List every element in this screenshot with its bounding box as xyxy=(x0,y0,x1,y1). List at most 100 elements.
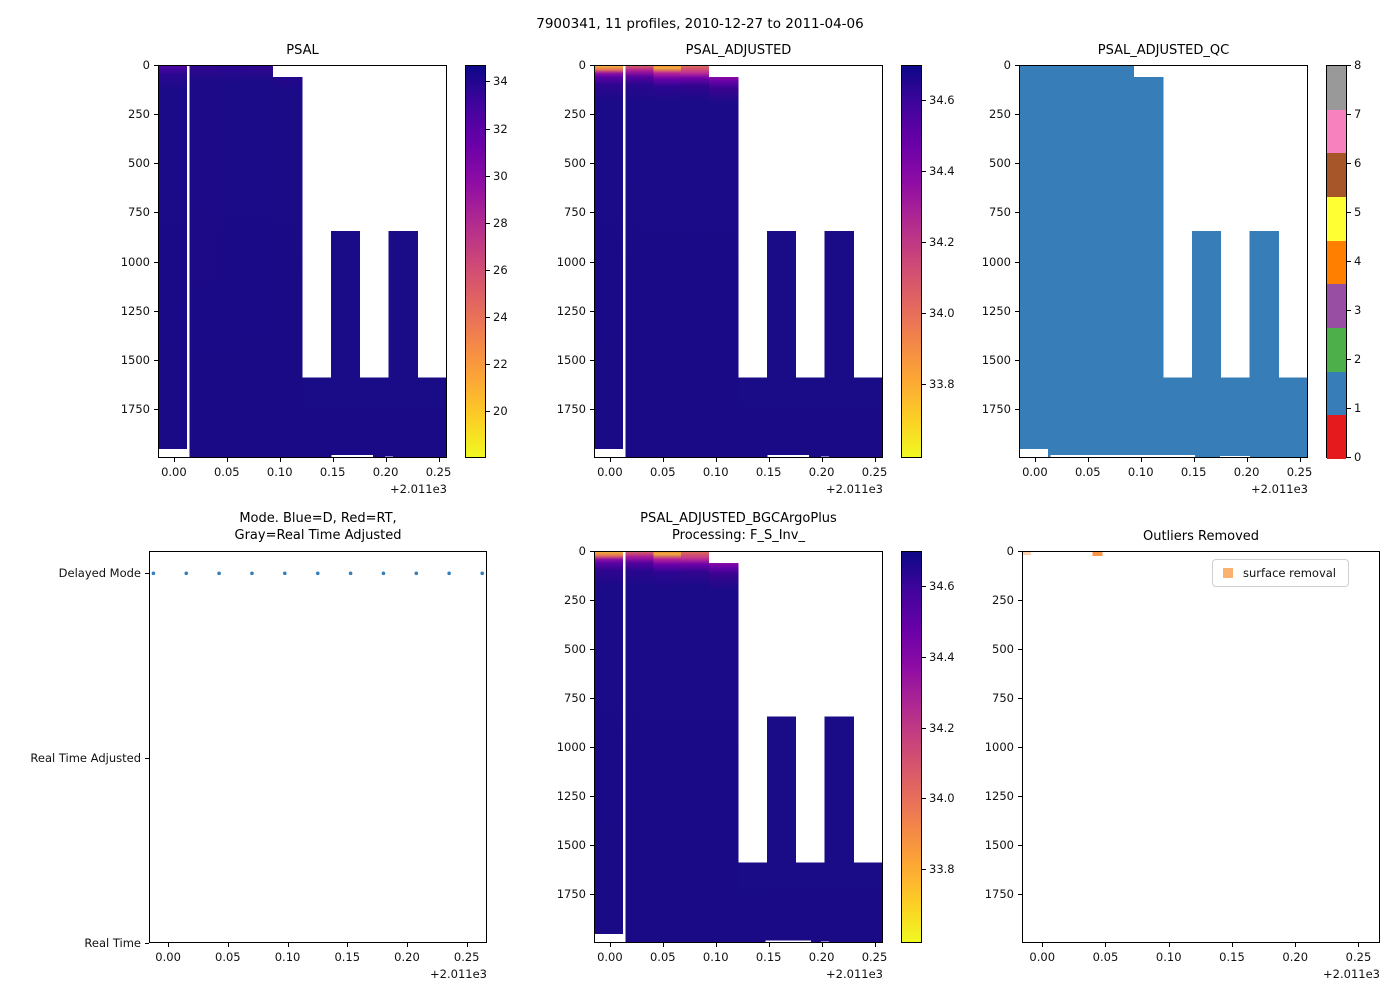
x-tick xyxy=(768,458,770,462)
y-tick xyxy=(1018,796,1022,797)
panel-mode-title: Mode. Blue=D, Red=RT, Gray=Real Time Adj… xyxy=(234,511,402,543)
colorbar-tick-label: 24 xyxy=(493,309,508,324)
x-tick xyxy=(385,458,387,462)
colorbar-tick xyxy=(1347,457,1351,458)
x-tick xyxy=(279,458,281,462)
x-tick xyxy=(438,458,440,462)
depth-tick-label: 500 xyxy=(564,642,586,656)
panel-psal-mesh-column xyxy=(330,231,361,378)
y-tick xyxy=(154,261,158,263)
y-tick xyxy=(154,163,158,165)
depth-tick-label: 500 xyxy=(992,642,1014,656)
colorbar-tick xyxy=(486,316,490,318)
x-tick-label: 0.05 xyxy=(649,465,676,479)
x-tick-label: 0.10 xyxy=(1155,950,1182,964)
depth-tick-label: 750 xyxy=(992,691,1014,705)
delayed-mode-point xyxy=(414,571,419,576)
colorbar-tick-label: 32 xyxy=(493,121,508,136)
colorbar-tick-label: 28 xyxy=(493,215,508,230)
x-tick xyxy=(609,458,611,462)
y-tick xyxy=(590,310,594,312)
depth-tick-label: 0 xyxy=(578,544,586,558)
x-tick-label: 0.15 xyxy=(1180,465,1207,479)
depth-tick-label: 250 xyxy=(564,107,586,122)
y-tick xyxy=(1018,600,1022,601)
qc-colorbar-segment xyxy=(1327,153,1346,198)
x-tick-label: 0.00 xyxy=(161,465,187,479)
depth-tick-label: 1500 xyxy=(981,352,1011,367)
delayed-mode-point xyxy=(151,571,156,576)
depth-tick-label: 250 xyxy=(992,593,1014,607)
panel-bgc-mesh-column xyxy=(738,862,883,943)
x-tick-label: 0.05 xyxy=(1092,950,1119,964)
x-axis-offset-label: +2.011e3 xyxy=(826,482,883,496)
qc-colorbar-segment xyxy=(1327,109,1346,154)
x-tick-label: 0.10 xyxy=(274,950,301,964)
qc-colorbar-segment xyxy=(1327,66,1346,111)
y-tick xyxy=(590,65,594,66)
y-tick xyxy=(154,408,158,410)
x-tick xyxy=(1246,458,1248,462)
x-tick xyxy=(821,943,823,947)
colorbar-tick xyxy=(1347,310,1351,311)
panel-bgc-plot-area xyxy=(594,551,883,943)
depth-tick-label: 250 xyxy=(128,107,150,122)
panel-psal-adjusted-title: PSAL_ADJUSTED xyxy=(685,42,792,58)
y-tick xyxy=(1015,261,1019,263)
colorbar-tick-label: 4 xyxy=(1354,254,1362,268)
depth-tick-label: 250 xyxy=(989,107,1011,122)
x-tick-label: 0.15 xyxy=(755,465,782,479)
depth-tick-label: 750 xyxy=(128,205,150,220)
x-tick xyxy=(1140,458,1142,462)
qc-colorbar-segment xyxy=(1327,197,1346,242)
y-tick xyxy=(145,757,149,759)
colorbar-tick-label: 20 xyxy=(493,403,508,418)
x-tick-label: 0.00 xyxy=(597,950,623,964)
colorbar-tick xyxy=(922,171,926,173)
colorbar-tick xyxy=(1347,261,1351,262)
colorbar-tick xyxy=(922,798,926,800)
legend-label: surface removal xyxy=(1243,566,1336,580)
depth-tick-label: 750 xyxy=(989,205,1011,220)
x-tick-label: 0.15 xyxy=(319,465,346,479)
colorbar-tick-label: 1 xyxy=(1354,401,1362,415)
depth-tick-label: 1500 xyxy=(556,352,586,367)
x-tick xyxy=(662,458,664,462)
y-tick xyxy=(590,796,594,797)
delayed-mode-point xyxy=(315,571,320,576)
y-tick xyxy=(590,408,594,410)
colorbar-tick-label: 22 xyxy=(493,356,508,371)
x-axis-offset-label: +2.011e3 xyxy=(390,482,447,496)
colorbar-tick xyxy=(922,656,926,658)
x-tick xyxy=(662,943,664,947)
delayed-mode-point xyxy=(348,571,353,576)
depth-tick-label: 1000 xyxy=(556,740,586,754)
panel-psal-mesh-column xyxy=(245,65,273,458)
x-tick-label: 0.05 xyxy=(213,465,240,479)
panel-psal-plot-area xyxy=(158,65,447,458)
depth-tick-label: 1250 xyxy=(981,303,1011,318)
panel-mode-axes xyxy=(149,551,487,943)
colorbar-tick-label: 34.4 xyxy=(929,649,955,664)
colorbar-tick-label: 34.2 xyxy=(929,235,955,250)
panel-psal-adjusted-axes xyxy=(594,65,883,458)
x-tick xyxy=(332,458,334,462)
x-tick xyxy=(1042,943,1044,947)
panel-psal-axes xyxy=(158,65,447,458)
x-tick xyxy=(715,458,717,462)
panel-psal-adjusted-qc-mesh-column xyxy=(1019,65,1048,450)
panel-psal-adjusted-qc-mesh-column xyxy=(1249,231,1279,378)
depth-tick-label: 500 xyxy=(989,156,1011,171)
colorbar-tick xyxy=(486,128,490,130)
colorbar-tick xyxy=(486,81,490,83)
y-tick xyxy=(1015,359,1019,361)
depth-tick-label: 1750 xyxy=(981,401,1011,416)
figure-title: 7900341, 11 profiles, 2010-12-27 to 2011… xyxy=(536,16,864,32)
x-tick-label: 0.00 xyxy=(597,465,623,479)
panel-psal-colorbar xyxy=(465,65,486,458)
x-tick xyxy=(287,943,289,947)
colorbar-tick-label: 26 xyxy=(493,262,508,277)
qc-colorbar-segment xyxy=(1327,284,1346,329)
y-tick xyxy=(154,65,158,66)
depth-tick-label: 1750 xyxy=(120,401,150,416)
